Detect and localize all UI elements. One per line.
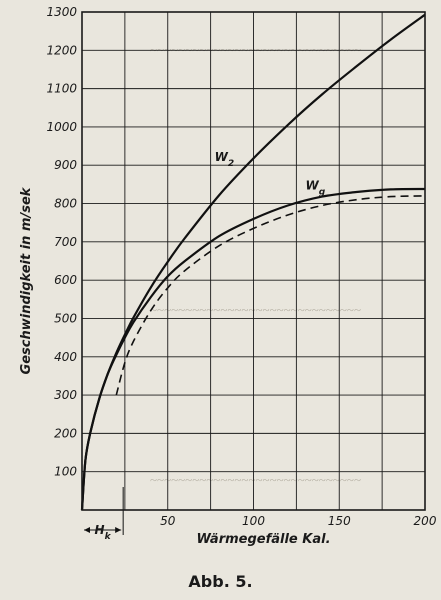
- y-tick-label: 1000: [46, 120, 77, 134]
- x-tick-label: 150: [328, 514, 351, 528]
- y-tick-label: 200: [54, 426, 77, 440]
- hk-arrowhead-left: [84, 527, 90, 533]
- x-tick-label: 50: [160, 514, 176, 528]
- grid: [82, 11, 426, 510]
- y-tick-label: 600: [54, 273, 77, 287]
- hk-label: Hk: [95, 523, 112, 542]
- curve-dashed: [115, 195, 426, 396]
- y-tick-label: 1300: [46, 5, 77, 19]
- y-tick-label: 500: [54, 311, 77, 325]
- y-tick-label: 900: [54, 158, 77, 172]
- figure-caption: Abb. 5.: [188, 572, 253, 591]
- x-axis-label: Wärmegefälle Kal.: [196, 532, 330, 547]
- curves: [80, 13, 426, 511]
- hk-arrowhead-right: [115, 527, 122, 533]
- y-axis-label: Geschwindigkeit in m/sek: [19, 186, 34, 374]
- y-tick-label: 100: [54, 465, 77, 479]
- x-tick-label: 100: [242, 514, 265, 528]
- curve-label-w2: W2: [215, 150, 235, 169]
- x-tick-label: 200: [414, 514, 437, 528]
- y-tick-label: 300: [54, 388, 77, 402]
- y-tick-label: 1100: [46, 82, 77, 96]
- curve-wg: [80, 187, 426, 511]
- y-tick-label: 700: [54, 235, 77, 249]
- curve-label-wg: Wg: [306, 179, 326, 198]
- tick-labels: 100 200 300 400 500 600 700 800 900 1000 1100 1200 1…: [46, 5, 436, 528]
- hk-annotation: Hk: [84, 487, 124, 542]
- y-tick-label: 400: [54, 350, 77, 364]
- plot-frame: [81, 11, 426, 511]
- y-tick-label: 1200: [46, 43, 77, 57]
- curve-labels: W2 Wg: [215, 150, 326, 198]
- y-tick-label: 800: [54, 197, 77, 211]
